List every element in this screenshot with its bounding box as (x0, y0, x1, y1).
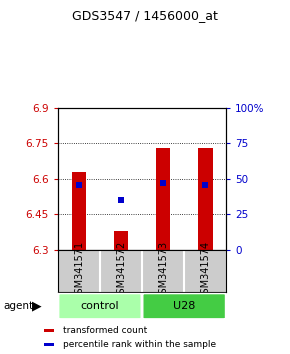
Bar (44, 343, 54, 347)
Text: U28: U28 (173, 301, 195, 311)
Bar (156, 148, 171, 250)
Bar (44, 329, 54, 332)
Bar (72, 172, 86, 250)
FancyBboxPatch shape (142, 293, 226, 320)
Bar (198, 148, 213, 250)
Text: ▶: ▶ (32, 300, 41, 313)
Text: GSM341573: GSM341573 (158, 241, 168, 301)
Text: GSM341572: GSM341572 (116, 241, 126, 301)
Text: control: control (81, 301, 119, 311)
Text: GDS3547 / 1456000_at: GDS3547 / 1456000_at (72, 9, 218, 22)
Text: percentile rank within the sample: percentile rank within the sample (63, 341, 216, 349)
Text: transformed count: transformed count (63, 326, 148, 335)
Bar (114, 231, 128, 250)
FancyBboxPatch shape (58, 293, 142, 320)
Text: GSM341571: GSM341571 (74, 241, 84, 301)
Text: agent: agent (3, 301, 33, 311)
Text: GSM341574: GSM341574 (200, 241, 210, 301)
